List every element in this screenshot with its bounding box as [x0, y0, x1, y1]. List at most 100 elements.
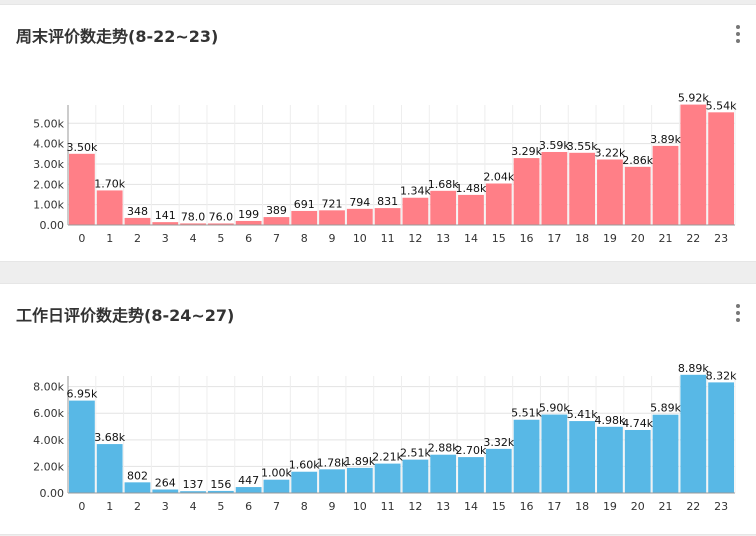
x-tick-label: 22 [686, 500, 700, 513]
bar[interactable] [180, 223, 206, 225]
bar[interactable] [430, 190, 457, 225]
bar[interactable] [291, 471, 318, 493]
data-label: 3.68k [94, 431, 125, 444]
bar[interactable] [541, 151, 568, 225]
more-options-icon[interactable] [736, 304, 740, 322]
bar[interactable] [96, 444, 123, 493]
data-label: 2.88k [428, 442, 459, 455]
bar[interactable] [458, 457, 484, 493]
x-tick-label: 20 [631, 232, 645, 245]
bar[interactable] [124, 482, 151, 493]
data-label: 8.89k [678, 362, 709, 375]
bar[interactable] [652, 145, 679, 225]
more-options-icon[interactable] [736, 25, 740, 43]
y-tick-label: 6.00k [33, 407, 64, 420]
data-label: 3.89k [650, 133, 681, 146]
bar[interactable] [708, 112, 734, 225]
x-tick-label: 22 [686, 232, 700, 245]
data-label: 2.21k [372, 451, 403, 464]
data-label: 794 [349, 196, 370, 209]
data-label: 3.32k [483, 436, 514, 449]
y-tick-label: 8.00k [33, 381, 64, 394]
y-tick-label: 5.00k [33, 117, 64, 130]
bar[interactable] [319, 210, 345, 225]
bar[interactable] [180, 491, 206, 493]
data-label: 721 [322, 197, 343, 210]
data-label: 3.22k [595, 147, 626, 160]
data-label: 5.90k [539, 402, 570, 415]
bar[interactable] [485, 183, 512, 225]
x-tick-label: 19 [603, 500, 617, 513]
bar[interactable] [569, 152, 596, 225]
bar[interactable] [96, 190, 123, 225]
x-tick-label: 19 [603, 232, 617, 245]
bar[interactable] [680, 374, 707, 493]
bar[interactable] [207, 490, 234, 493]
x-tick-label: 3 [162, 232, 169, 245]
x-tick-label: 2 [134, 232, 141, 245]
bar[interactable] [235, 220, 262, 225]
x-tick-label: 16 [520, 232, 534, 245]
bar[interactable] [708, 382, 734, 493]
bar[interactable] [680, 104, 707, 225]
x-tick-label: 5 [217, 232, 224, 245]
bar[interactable] [319, 469, 345, 493]
x-tick-label: 14 [464, 500, 478, 513]
data-label: 5.92k [678, 92, 709, 105]
bar[interactable] [541, 414, 568, 493]
bar[interactable] [430, 454, 457, 493]
bar[interactable] [346, 208, 373, 225]
bar[interactable] [235, 487, 262, 493]
bar[interactable] [513, 158, 540, 225]
data-label: 3.29k [511, 145, 542, 158]
x-tick-label: 6 [245, 232, 252, 245]
y-tick-label: 3.00k [33, 158, 64, 171]
bar[interactable] [207, 223, 234, 225]
bar[interactable] [263, 479, 290, 493]
x-tick-label: 17 [547, 500, 561, 513]
bar[interactable] [69, 153, 95, 225]
data-label: 5.54k [706, 99, 737, 112]
bar[interactable] [374, 463, 401, 493]
bar[interactable] [402, 197, 429, 225]
data-label: 5.89k [650, 402, 681, 415]
data-label: 802 [127, 469, 148, 482]
bar[interactable] [402, 459, 429, 493]
data-label: 1.48k [456, 182, 487, 195]
data-label: 137 [183, 478, 204, 491]
x-tick-label: 8 [301, 500, 308, 513]
data-label: 1.89k [344, 455, 375, 468]
y-tick-label: 4.00k [33, 434, 64, 447]
bar[interactable] [597, 426, 623, 493]
bar[interactable] [69, 400, 95, 493]
data-label: 5.51k [511, 407, 542, 420]
bar[interactable] [597, 159, 623, 225]
data-label: 2.51k [400, 447, 431, 460]
bar[interactable] [652, 414, 679, 493]
bar[interactable] [624, 166, 651, 225]
data-label: 5.41k [567, 408, 598, 421]
bar[interactable] [513, 419, 540, 493]
bar[interactable] [291, 210, 318, 225]
bar[interactable] [152, 222, 179, 225]
data-label: 6.95k [66, 388, 97, 401]
data-label: 831 [377, 195, 398, 208]
x-tick-label: 6 [245, 500, 252, 513]
x-tick-label: 18 [575, 500, 589, 513]
x-tick-label: 13 [436, 500, 450, 513]
x-tick-label: 4 [190, 500, 197, 513]
x-tick-label: 9 [329, 500, 336, 513]
bar[interactable] [124, 217, 151, 225]
bar[interactable] [263, 217, 290, 225]
data-label: 691 [294, 198, 315, 211]
bar[interactable] [458, 194, 484, 225]
bar[interactable] [346, 467, 373, 493]
data-label: 1.34k [400, 185, 431, 198]
bar[interactable] [485, 448, 512, 493]
bar[interactable] [569, 421, 596, 493]
bar[interactable] [374, 208, 401, 225]
bar[interactable] [152, 489, 179, 493]
x-tick-label: 16 [520, 500, 534, 513]
x-tick-label: 5 [217, 500, 224, 513]
bar[interactable] [624, 429, 651, 493]
